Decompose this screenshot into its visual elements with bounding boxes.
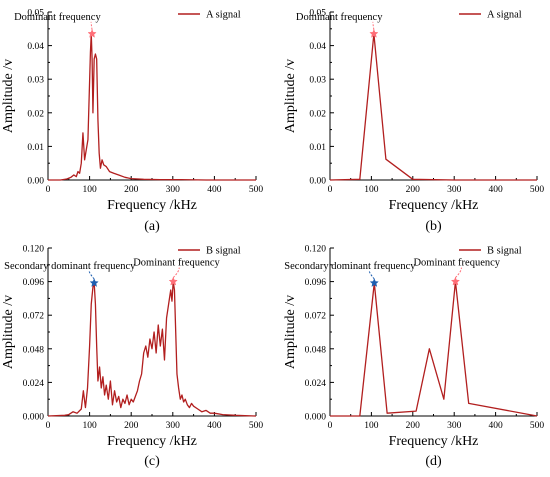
annotation-pointer [88, 270, 95, 280]
panel-caption: (b) [425, 219, 442, 234]
panel-c: 0 100 200 300 400 500 0.000 0.024 0.048 0.072 0.09… [1, 245, 263, 470]
x-tick-label: 300 [447, 185, 462, 195]
annotation-label: Secondary dominant frequency [4, 261, 136, 272]
x-axis-label: Frequency /kHz [107, 434, 197, 449]
series-line [47, 280, 257, 417]
annotation-pointer [455, 267, 462, 278]
x-tick-label: 500 [249, 185, 264, 195]
y-tick-label: 0.072 [23, 312, 45, 322]
panel-caption: (d) [425, 454, 442, 469]
annotation-pointer [90, 21, 93, 30]
series-line [329, 33, 537, 181]
x-axis-label: Frequency /kHz [389, 198, 479, 213]
x-tick-label: 400 [207, 185, 222, 195]
y-tick-label: 0.00 [27, 177, 44, 187]
legend-label: A signal [206, 10, 241, 21]
y-tick-label: 0.024 [23, 379, 45, 389]
annotation-label: Dominant frequency [133, 258, 220, 269]
panel-b: 0 100 200 300 400 500 0.00 0.01 0.02 0.03 0.04 0.05… [283, 9, 544, 235]
y-tick-label: 0.096 [305, 278, 327, 288]
y-tick-label: 0.03 [309, 76, 326, 86]
x-tick-label: 300 [166, 185, 181, 195]
peak-star-marker [87, 28, 97, 38]
panel-caption: (c) [144, 454, 160, 469]
y-tick-label: 0.01 [27, 143, 44, 153]
y-axis-label: Amplitude /v [1, 59, 16, 133]
y-tick-label: 0.05 [309, 9, 326, 19]
y-tick-label: 0.05 [27, 9, 44, 19]
x-tick-label: 100 [364, 185, 379, 195]
x-tick-label: 500 [530, 185, 545, 195]
x-tick-label: 100 [364, 421, 379, 431]
legend-label: B signal [206, 246, 241, 257]
x-axis-label: Frequency /kHz [107, 198, 197, 213]
y-tick-label: 0.024 [305, 379, 327, 389]
x-tick-label: 400 [488, 421, 503, 431]
x-tick-label: 300 [166, 421, 181, 431]
x-tick-label: 100 [82, 421, 97, 431]
annotation-pointer [372, 21, 375, 30]
x-tick-label: 500 [530, 421, 545, 431]
y-tick-label: 0.04 [27, 42, 44, 52]
y-tick-label: 0.096 [23, 278, 45, 288]
x-axis-label: Frequency /kHz [389, 434, 479, 449]
x-tick-label: 200 [406, 185, 421, 195]
y-axis-label: Amplitude /v [283, 295, 298, 369]
x-tick-label: 200 [406, 421, 421, 431]
y-tick-label: 0.01 [309, 143, 326, 153]
y-tick-label: 0.00 [309, 177, 326, 187]
y-tick-label: 0.072 [305, 312, 327, 322]
series-line [330, 280, 538, 417]
x-tick-label: 0 [328, 185, 333, 195]
y-axis-label: Amplitude /v [283, 59, 298, 133]
y-tick-label: 0.03 [27, 76, 44, 86]
peak-star-marker [168, 276, 178, 286]
annotation-label: Dominant frequency [14, 12, 101, 23]
x-tick-label: 500 [249, 421, 264, 431]
legend-label: A signal [487, 10, 522, 21]
annotation-label: Dominant frequency [296, 12, 383, 23]
legend-label: B signal [487, 246, 522, 257]
x-tick-label: 400 [488, 185, 503, 195]
annotation-pointer [368, 270, 375, 280]
y-tick-label: 0.120 [305, 245, 327, 255]
y-axis-label: Amplitude /v [1, 295, 16, 369]
peak-star-marker [450, 276, 461, 286]
y-tick-label: 0.120 [23, 245, 45, 255]
x-tick-label: 0 [328, 421, 333, 431]
peak-star-marker [89, 278, 99, 287]
y-tick-label: 0.02 [309, 109, 326, 119]
y-tick-label: 0.048 [23, 345, 45, 355]
x-tick-label: 100 [82, 185, 97, 195]
annotation-label: Dominant frequency [413, 258, 500, 269]
series-line [48, 33, 256, 181]
y-tick-label: 0.000 [305, 413, 327, 423]
y-tick-label: 0.04 [309, 42, 326, 52]
peak-star-marker [369, 28, 379, 38]
y-tick-label: 0.000 [23, 413, 45, 423]
x-tick-label: 200 [124, 421, 139, 431]
x-tick-label: 0 [46, 421, 51, 431]
panel-caption: (a) [144, 219, 160, 234]
y-tick-label: 0.048 [305, 345, 327, 355]
y-tick-label: 0.02 [27, 109, 44, 119]
x-tick-label: 200 [124, 185, 139, 195]
x-tick-label: 300 [447, 421, 462, 431]
annotation-pointer [172, 267, 180, 278]
panel-d: 0 100 200 300 400 500 0.000 0.024 0.048 0.072 0.09… [283, 245, 544, 470]
x-tick-label: 400 [207, 421, 222, 431]
x-tick-label: 0 [46, 185, 51, 195]
annotation-label: Secondary dominant frequency [284, 261, 416, 272]
panel-a: 0 100 200 300 400 500 0.00 0.01 0.02 0.03 0.04 0.05… [1, 9, 263, 235]
peak-star-marker [369, 278, 379, 287]
